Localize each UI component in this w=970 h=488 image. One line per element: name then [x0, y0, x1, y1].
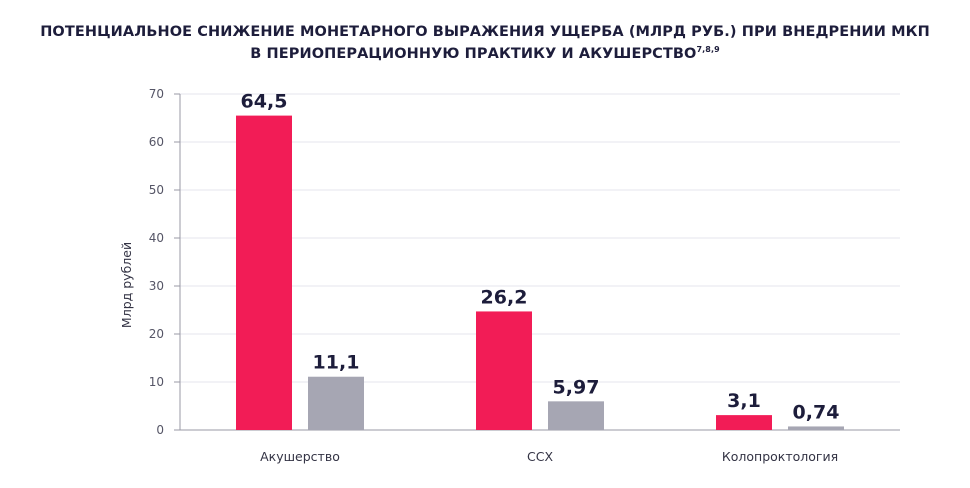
bar — [476, 311, 532, 430]
data-label: 26,2 — [481, 286, 528, 308]
chart-title: ПОТЕНЦИАЛЬНОЕ СНИЖЕНИЕ МОНЕТАРНОГО ВЫРАЖ… — [0, 23, 970, 63]
bar — [236, 115, 292, 430]
y-tick-label: 40 — [149, 231, 164, 245]
x-tick-label: Колопроктология — [722, 449, 838, 464]
data-label: 64,5 — [241, 91, 288, 113]
y-tick-label: 20 — [149, 327, 164, 341]
y-tick-label: 50 — [149, 183, 164, 197]
data-label: 11,1 — [313, 352, 360, 374]
chart-title-line2-text: В ПЕРИОПЕРАЦИОННУЮ ПРАКТИКУ И АКУШЕРСТВО — [250, 46, 697, 62]
y-tick-label: 0 — [156, 423, 164, 437]
chart-title-line2: В ПЕРИОПЕРАЦИОННУЮ ПРАКТИКУ И АКУШЕРСТВО… — [0, 41, 970, 63]
chart-title-line1: ПОТЕНЦИАЛЬНОЕ СНИЖЕНИЕ МОНЕТАРНОГО ВЫРАЖ… — [40, 24, 930, 40]
x-tick-label: Акушерство — [260, 449, 340, 464]
bar — [716, 415, 772, 430]
y-tick-label: 30 — [149, 279, 164, 293]
data-label: 5,97 — [553, 376, 600, 398]
x-tick-label: ССХ — [527, 449, 553, 464]
chart-title-refs: 7,8,9 — [696, 45, 720, 54]
data-label: 0,74 — [793, 401, 840, 423]
y-tick-label: 70 — [149, 87, 164, 101]
y-tick-label: 10 — [149, 375, 164, 389]
y-tick-label: 60 — [149, 135, 164, 149]
data-label: 3,1 — [727, 390, 761, 412]
bar — [548, 401, 604, 430]
bar — [308, 376, 364, 430]
y-axis-label: Млрд рублей — [119, 242, 134, 328]
bar — [788, 426, 844, 430]
